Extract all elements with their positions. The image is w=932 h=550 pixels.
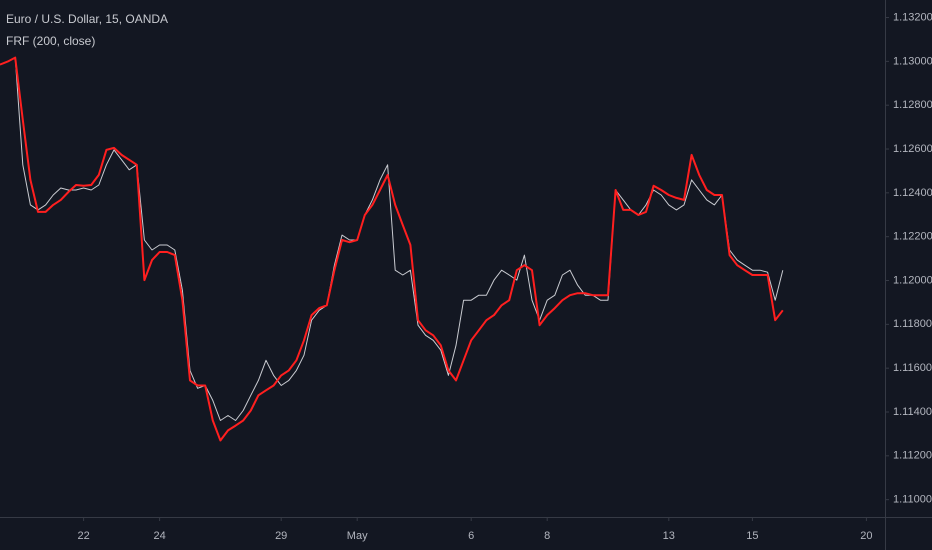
y-tick-label: 1.11200 bbox=[893, 450, 932, 462]
x-tick-label: May bbox=[347, 530, 368, 542]
y-tick-label: 1.11600 bbox=[893, 362, 932, 374]
x-tick-label: 22 bbox=[77, 530, 89, 542]
legend-entry: Euro / U.S. Dollar, 15, OANDA bbox=[6, 12, 168, 26]
x-tick-label: 29 bbox=[275, 530, 287, 542]
y-tick-label: 1.12000 bbox=[893, 274, 932, 286]
x-tick-label: 24 bbox=[153, 530, 165, 542]
y-tick-label: 1.13000 bbox=[893, 55, 932, 67]
y-tick-label: 1.13200 bbox=[893, 11, 932, 23]
y-tick-label: 1.12400 bbox=[893, 187, 932, 199]
x-tick-label: 15 bbox=[746, 530, 758, 542]
x-tick-label: 8 bbox=[544, 530, 550, 542]
y-tick-label: 1.11400 bbox=[893, 406, 932, 418]
x-tick-label: 20 bbox=[860, 530, 872, 542]
legend-entry: FRF (200, close) bbox=[6, 34, 95, 48]
y-tick-label: 1.11800 bbox=[893, 318, 932, 330]
y-tick-label: 1.12800 bbox=[893, 99, 932, 111]
y-tick-label: 1.12200 bbox=[893, 231, 932, 243]
x-tick-label: 6 bbox=[468, 530, 474, 542]
x-tick-label: 13 bbox=[663, 530, 675, 542]
y-tick-label: 1.12600 bbox=[893, 143, 932, 155]
y-tick-label: 1.11000 bbox=[893, 494, 932, 506]
series-line bbox=[0, 56, 784, 442]
